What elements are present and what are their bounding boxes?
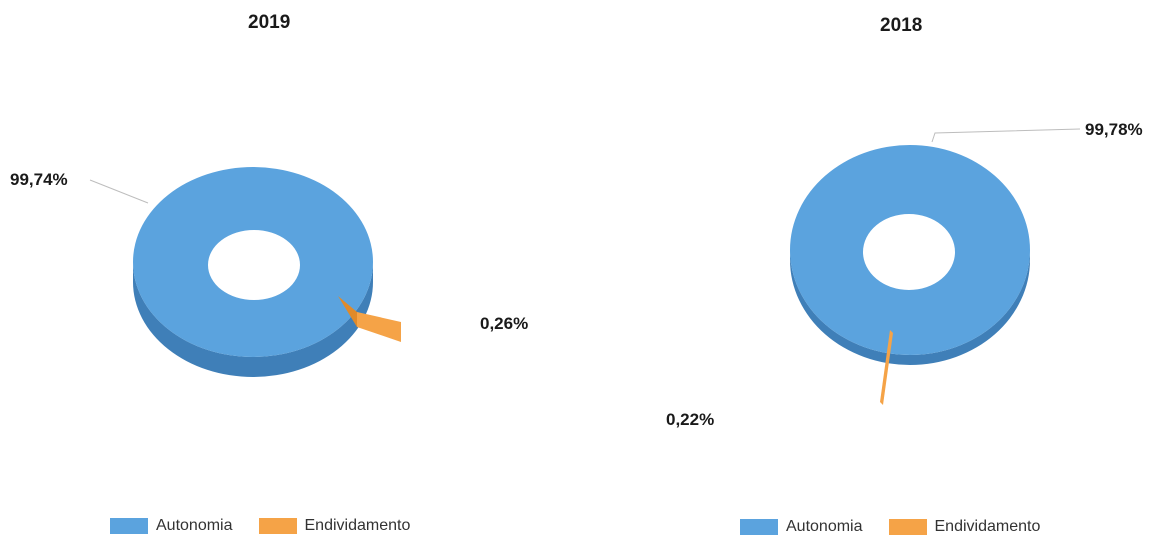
slice-2019-endividamento-edge [338,296,357,327]
legend-entry-endividamento: Endividamento [888,518,1041,536]
donut-2018 [790,128,1081,405]
data-label-2019-autonomia: 99,74% [10,170,68,189]
legend-entry-autonomia: Autonomia [110,517,233,535]
legend-2018: Autonomia Endividamento [740,518,1066,536]
slice-2018-endividamento [880,330,893,405]
legend-swatch-autonomia [110,518,148,534]
legend-entry-endividamento: Endividamento [258,517,411,535]
leader-line-2018-autonomia [931,128,1081,143]
donut-2019-side [133,262,373,377]
donut-2019 [89,167,401,377]
data-label-2018-endividamento: 0,22% [666,410,715,429]
legend-label-autonomia: Autonomia [786,518,863,535]
chart-title-2019: 2019 [248,12,291,33]
donut-2018-top [790,145,1030,355]
legend-entry-autonomia: Autonomia [740,518,863,536]
legend-swatch-endividamento [258,518,297,534]
leader-line-2019-autonomia [89,179,149,204]
legend-label-endividamento: Endividamento [304,517,411,534]
legend-swatch-endividamento [888,519,927,535]
chart-title-2018: 2018 [880,15,923,36]
data-label-2018-autonomia: 99,78% [1085,120,1143,139]
donut-2019-top [133,167,373,357]
slice-2019-endividamento [357,312,401,342]
data-label-2019-endividamento: 0,26% [480,314,529,333]
legend-label-autonomia: Autonomia [156,517,233,534]
legend-2019: Autonomia Endividamento [110,517,436,535]
legend-label-endividamento: Endividamento [934,518,1041,535]
legend-swatch-autonomia [740,519,778,535]
